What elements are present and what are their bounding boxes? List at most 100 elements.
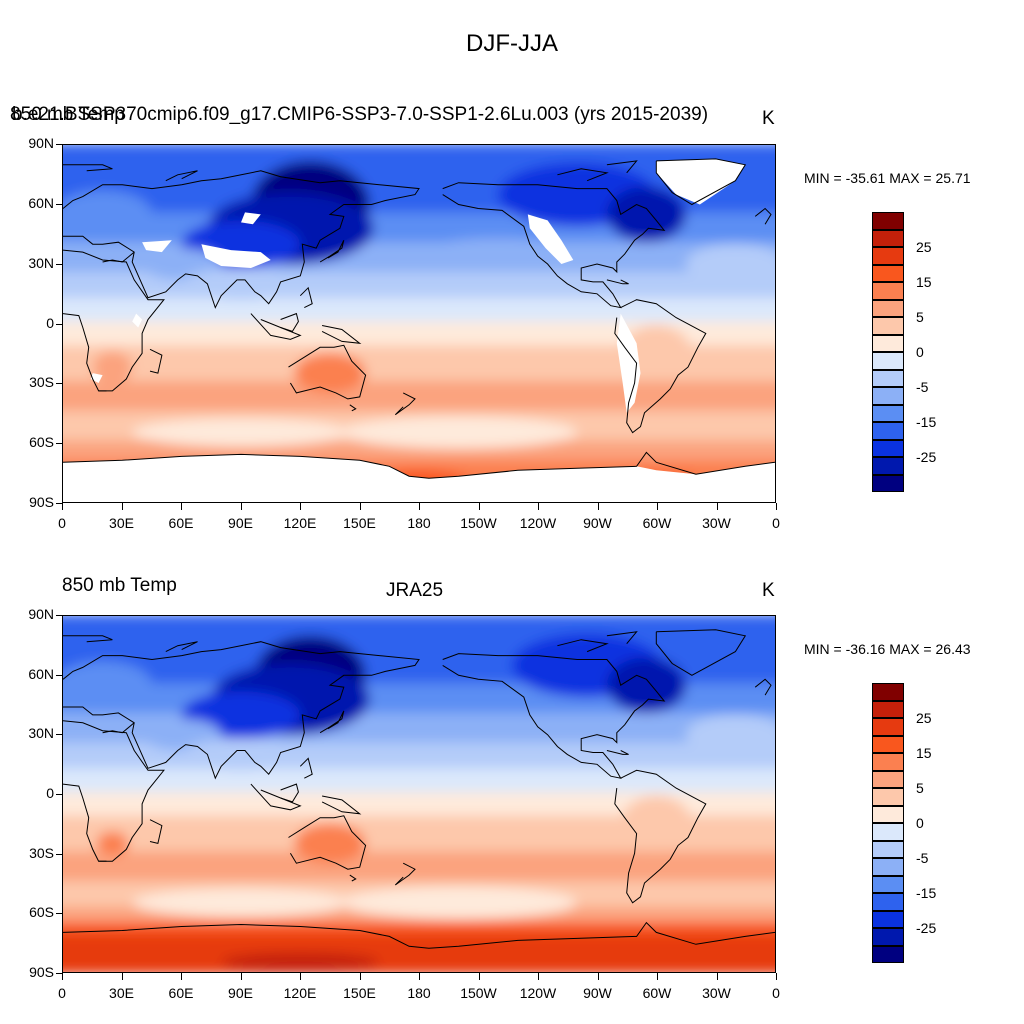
- panel1-lon-tick: [419, 503, 420, 510]
- panel2-lon-label: 90W: [583, 985, 612, 1001]
- panel1-lat-tick: [56, 263, 62, 265]
- panel2-colorbar-label: -15: [916, 885, 937, 901]
- panel1-colorbar-box: [872, 229, 904, 247]
- panel1-lon-tick: [121, 503, 123, 510]
- panel1-lon-label: 120E: [283, 515, 317, 531]
- panel1-colorbar-label: 25: [916, 239, 932, 255]
- panel2-lon-label: 180: [407, 985, 431, 1001]
- panel1-colorbar-box: [872, 282, 904, 300]
- panel1-lat-label: 30N: [28, 254, 54, 271]
- panel1-colorbar-box: [872, 317, 904, 335]
- panel2-minmax: MIN = -36.16 MAX = 26.43: [804, 641, 971, 657]
- panel1-lon-tick: [657, 503, 658, 510]
- panel1-lat-label: 60S: [29, 434, 54, 451]
- panel2-lat-tick: [56, 615, 62, 616]
- panel2-lat-tick: [56, 734, 62, 736]
- panel2-colorbar-box: [872, 788, 904, 806]
- panel1-colorbar-box: [872, 369, 904, 387]
- panel2-lon-label: 150W: [460, 985, 497, 1001]
- panel2-lon-tick: [240, 973, 242, 980]
- panel2-lon-tick: [478, 973, 480, 980]
- panel1-lon-tick: [776, 503, 777, 510]
- panel1-center-title: b.e21.BSSP370cmip6.f09_g17.CMIP6-SSP3-7.…: [12, 104, 709, 125]
- panel1-lon-label: 60W: [642, 515, 672, 531]
- panel1-colorbar-label: -25: [916, 449, 937, 465]
- panel2-colorbar-box: [872, 805, 904, 823]
- panel2-lon-label: 30W: [702, 985, 731, 1001]
- panel1-lon-tick: [181, 503, 182, 510]
- panel2-map: [62, 615, 776, 973]
- panel1-colorbar-box: [872, 299, 904, 317]
- panel1-lon-tick: [240, 503, 242, 510]
- panel2-colorbar-box: [872, 858, 904, 876]
- panel2-colorbar-box: [872, 683, 904, 701]
- panel1-lon-label: 60E: [168, 515, 194, 531]
- panel2-map-svg: [63, 616, 775, 972]
- panel1-lat-label: 60N: [28, 194, 54, 211]
- panel2-lon-tick: [716, 973, 718, 980]
- panel2-colorbar-label: 15: [916, 745, 932, 761]
- panel2-lon-tick: [657, 973, 658, 980]
- panel1-colorbar-label: 0: [916, 344, 924, 360]
- panel2-colorbar-box: [872, 910, 904, 928]
- panel2-lat-tick: [56, 913, 62, 915]
- panel1-lat-tick: [56, 144, 62, 145]
- panel2-lon-tick: [181, 973, 182, 980]
- panel1-lon-label: 0: [58, 515, 66, 531]
- panel2-center-title: JRA25: [386, 580, 444, 601]
- panel1-map-svg: [63, 145, 775, 502]
- panel1-lat-tick: [56, 323, 62, 325]
- panel1-colorbar-box: [872, 264, 904, 282]
- panel1-colorbar-box: [872, 387, 904, 405]
- panel2-lat-label: 90N: [28, 606, 54, 622]
- panel2-lat-label: 0: [46, 785, 54, 801]
- figure-title: DJF-JJA: [466, 30, 558, 57]
- panel2-lat-label: 30N: [28, 725, 54, 742]
- panel2-colorbar-box: [872, 718, 904, 736]
- panel2-lon-label: 30E: [109, 985, 134, 1001]
- panel2-lon-label: 120E: [283, 985, 317, 1001]
- panel2-lon-label: 60E: [168, 985, 194, 1001]
- panel1-lon-label: 0: [772, 515, 780, 531]
- panel1-lon-tick: [597, 503, 599, 510]
- panel2-colorbar-box: [872, 893, 904, 911]
- panel1-lon-label: 150W: [460, 515, 497, 531]
- panel2-lon-tick: [419, 973, 420, 980]
- panel1-lat-label: 90N: [28, 135, 54, 151]
- panel2-lat-label: 90S: [29, 964, 54, 980]
- panel2-colorbar-label: 5: [916, 780, 924, 796]
- panel1-lon-tick: [359, 503, 361, 510]
- panel1-lat-tick: [56, 443, 62, 445]
- panel1-lon-tick: [478, 503, 480, 510]
- panel1-lon-tick: [538, 503, 539, 510]
- panel2-colorbar-label: 25: [916, 710, 932, 726]
- panel2-lat-label: 30S: [29, 844, 54, 861]
- panel1-lat-tick: [56, 203, 62, 205]
- panel2-left-title: 850 mb Temp: [62, 575, 177, 596]
- panel2-unit: K: [762, 580, 775, 601]
- panel2-colorbar-box: [872, 735, 904, 753]
- panel2-lat-label: 60S: [29, 904, 54, 921]
- panel2-lat-tick: [56, 853, 62, 855]
- panel2-colorbar-box: [872, 700, 904, 718]
- panel1-lon-label: 90W: [583, 515, 612, 531]
- panel1-colorbar-label: -5: [916, 379, 929, 395]
- panel1-map: [62, 144, 776, 503]
- panel1-lon-tick: [300, 503, 301, 510]
- panel2-lat-tick: [56, 794, 62, 795]
- panel1-colorbar-box: [872, 474, 904, 492]
- panel2-colorbar-box: [872, 823, 904, 841]
- panel1-lat-label: 90S: [29, 494, 54, 510]
- panel1-colorbar-box: [872, 212, 904, 230]
- panel2-lon-tick: [359, 973, 361, 980]
- panel2-colorbar-label: 0: [916, 815, 924, 831]
- panel2-lat-tick: [56, 973, 62, 974]
- panel2-lon-label: 0: [58, 985, 66, 1001]
- panel2-colorbar-box: [872, 928, 904, 946]
- panel2-colorbar-box: [872, 770, 904, 788]
- panel2-colorbar-box: [872, 875, 904, 893]
- panel2-lon-label: 150E: [343, 985, 376, 1001]
- panel2-lon-tick: [300, 973, 301, 980]
- panel1-colorbar-box: [872, 334, 904, 352]
- panel1-colorbar-label: -15: [916, 414, 937, 430]
